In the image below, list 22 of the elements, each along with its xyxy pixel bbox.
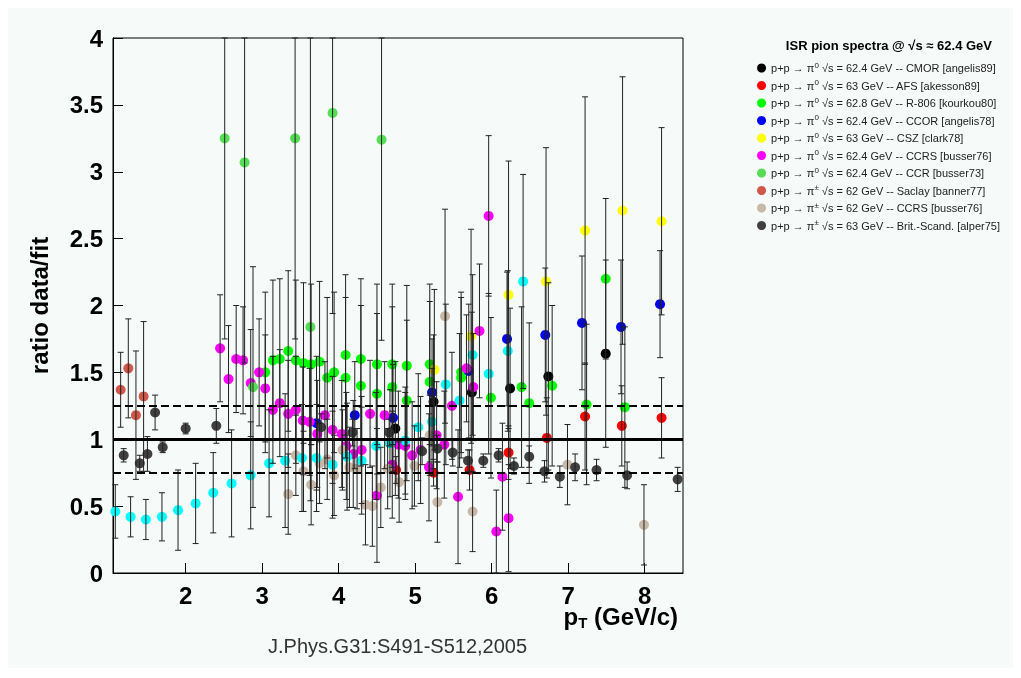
text: J.Phys.G31:S491-S512,2005 [268,635,528,657]
x-tick-label: 7 [561,581,575,609]
y-tick-label: 3 [89,158,103,186]
legend-label: p+p → π± √s = 62 GeV -- CCRS [busser76] [771,200,983,214]
y-tick-label: 1 [89,425,103,453]
y-tick-label: 2.5 [69,225,103,253]
y-tick-label: 1.5 [69,358,103,386]
y-tick-label: 2 [89,292,103,319]
y-tick-label: 4 [89,24,104,52]
y-tick-label: 0.5 [69,492,103,520]
y-tick-label: 0 [89,559,103,587]
y-axis-title: ratio data/fit [25,236,53,375]
x-tick-label: 5 [408,581,422,609]
x-tick-label: 4 [332,581,347,609]
text: ISR pion spectra @ √s ≈ 62.4 GeV [785,38,993,53]
x-tick-label: 3 [255,581,269,609]
x-tick-label: 6 [485,581,499,609]
legend-label: p+p → π± √s = 62 GeV -- Saclay [banner77] [771,183,986,197]
legend-label: p+p → π± √s = 63 GeV -- Brit.-Scand. [alper75] [771,218,1000,232]
y-tick-label: 3.5 [69,91,103,119]
x-tick-label: 8 [638,581,652,609]
x-tick-label: 2 [179,581,193,609]
